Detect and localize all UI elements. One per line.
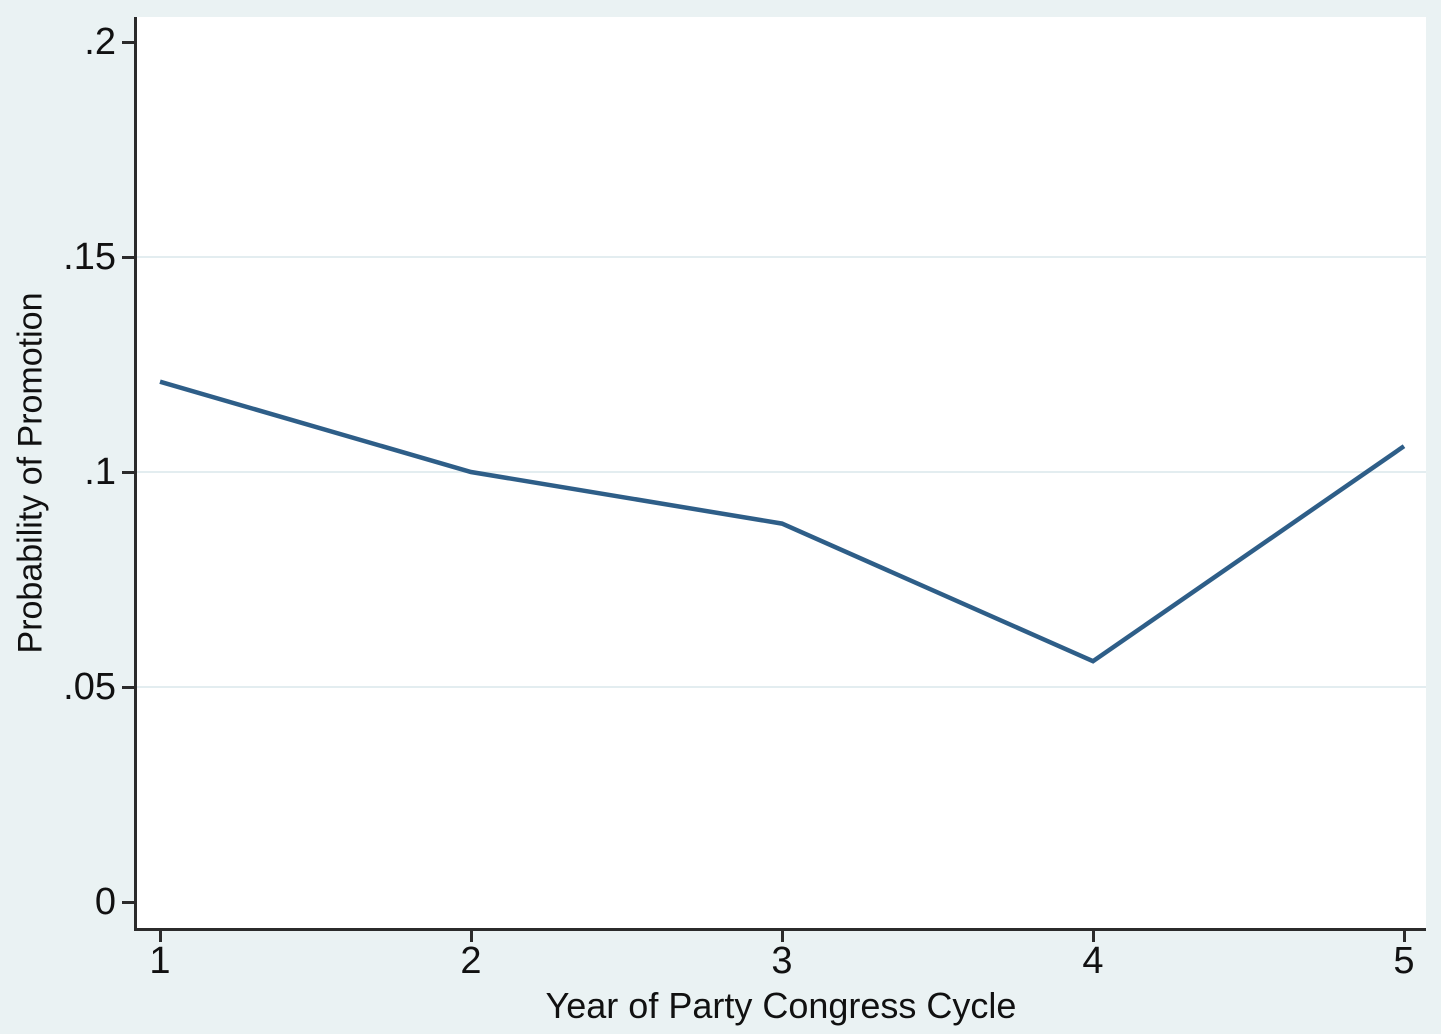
- x-axis-tick-label: 2: [460, 940, 482, 982]
- y-axis-tick-label: 0: [94, 881, 116, 923]
- y-axis-tick: [122, 40, 134, 44]
- y-axis-title: Probability of Promotion: [11, 292, 50, 654]
- x-axis-tick: [780, 931, 784, 942]
- y-axis-tick: [122, 900, 134, 904]
- x-axis-tick: [1402, 931, 1406, 942]
- y-axis-tick-label: .15: [63, 236, 116, 278]
- x-axis-tick-label: 3: [771, 940, 793, 982]
- y-gridline: [137, 471, 1426, 473]
- y-axis-tick: [122, 255, 134, 259]
- x-axis-tick: [1091, 931, 1095, 942]
- y-axis-tick-label: .2: [84, 21, 116, 63]
- x-axis-tick-label: 4: [1082, 940, 1104, 982]
- series-plot: [159, 379, 1406, 664]
- y-axis-tick: [122, 470, 134, 474]
- y-axis-tick: [122, 685, 134, 689]
- x-axis-line: [134, 928, 1426, 931]
- y-gridline: [137, 686, 1426, 688]
- x-axis-tick-label: 5: [1393, 940, 1415, 982]
- x-axis-title: Year of Party Congress Cycle: [545, 985, 1017, 1026]
- y-axis-line: [134, 17, 137, 931]
- y-gridline: [137, 256, 1426, 258]
- x-axis-tick: [158, 931, 162, 942]
- x-axis-tick-label: 1: [149, 940, 171, 982]
- y-axis-tick-label: .1: [84, 451, 116, 493]
- y-axis-tick-label: .05: [63, 666, 116, 708]
- promotion-probability-line: [159, 379, 1406, 664]
- x-axis-tick: [469, 931, 473, 942]
